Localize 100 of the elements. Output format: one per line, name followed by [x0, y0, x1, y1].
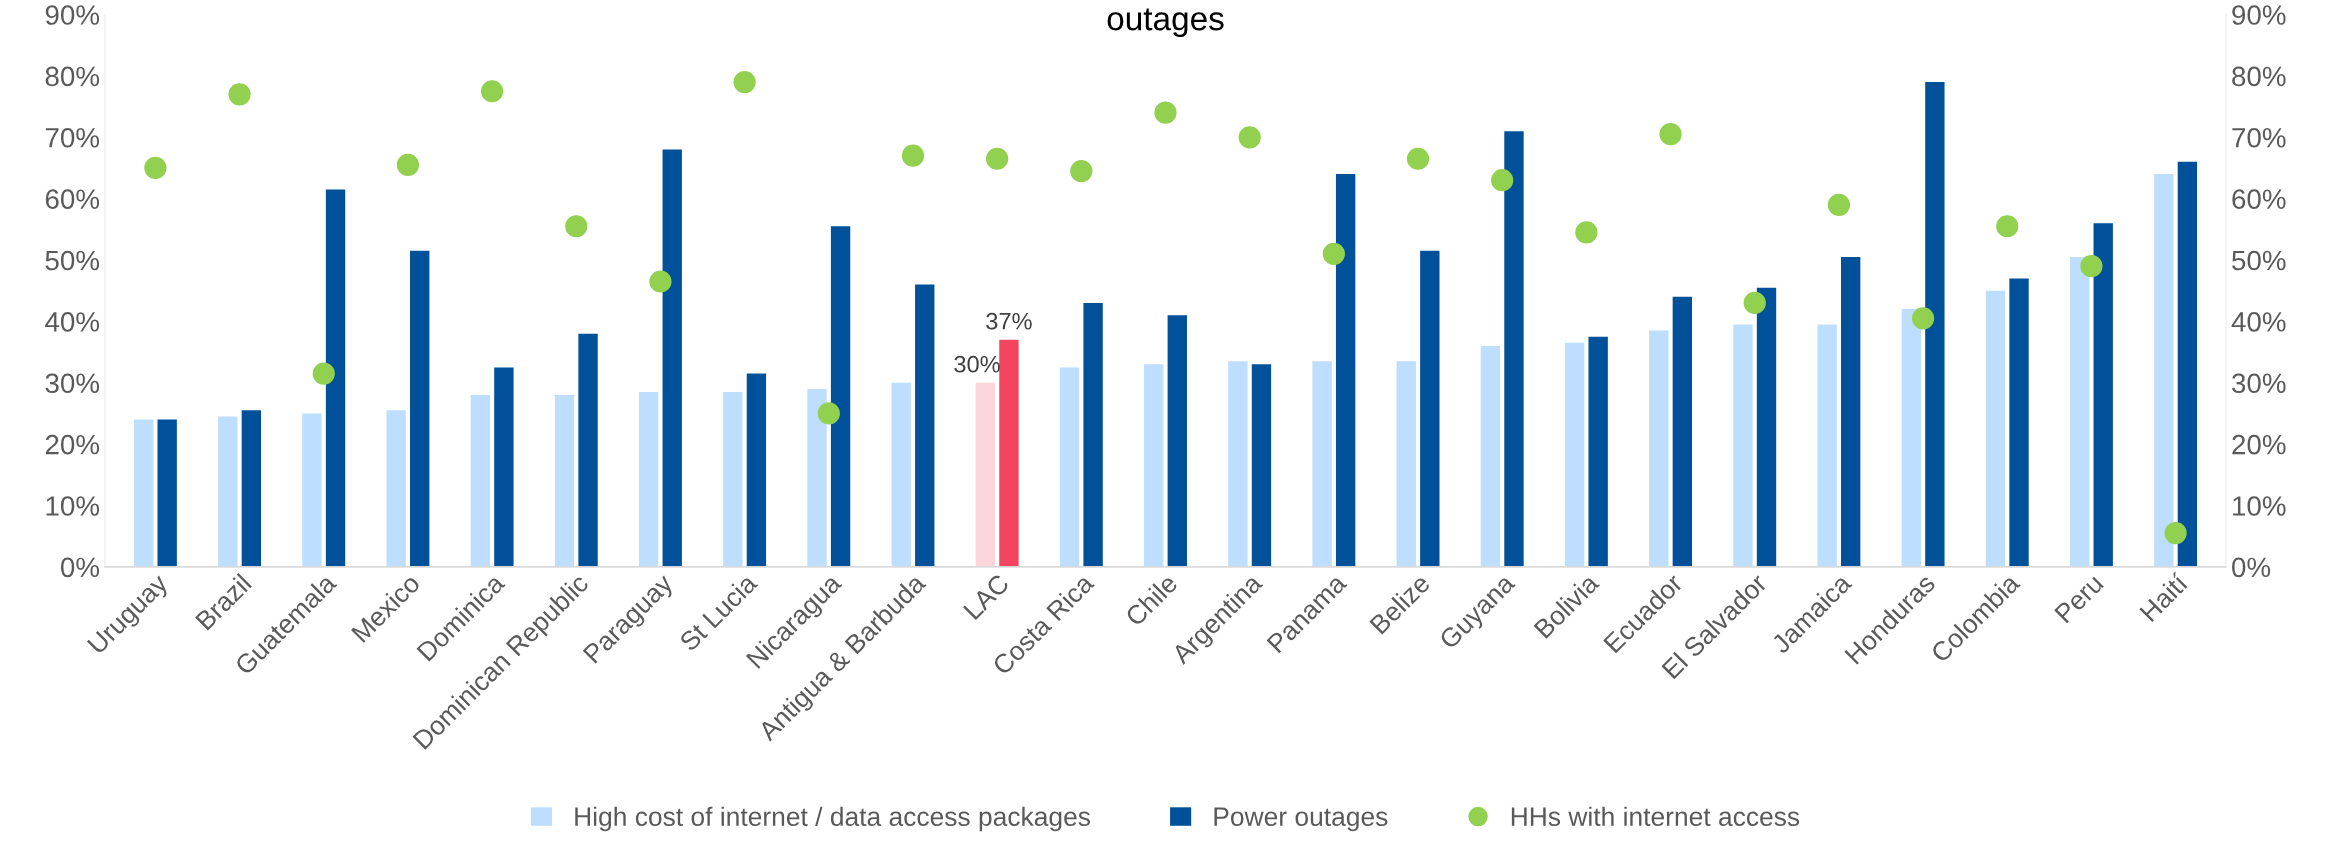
point	[1911, 307, 1935, 330]
y-tick-label: 30%	[45, 373, 100, 394]
data-label: 37%	[986, 312, 1032, 330]
bar	[1228, 361, 1248, 567]
point	[396, 153, 420, 177]
y2-tick-label: 50%	[2232, 250, 2286, 271]
point	[144, 156, 167, 180]
point	[228, 83, 251, 106]
bar	[1504, 131, 1524, 567]
point	[1996, 215, 2019, 238]
y2-tick-label: 90%	[2232, 5, 2286, 25]
y-tick-label: 80%	[45, 66, 100, 87]
bar	[1733, 324, 1753, 567]
y2-tick-label: 10%	[2233, 496, 2286, 516]
bar	[723, 391, 743, 567]
bar	[1059, 367, 1080, 567]
y2-tick-label: 0%	[2232, 557, 2271, 578]
bar	[494, 367, 514, 567]
bar	[1985, 290, 2006, 567]
bar	[2009, 278, 2029, 567]
y2-tick-label: 70%	[2232, 127, 2286, 148]
point	[1575, 221, 1598, 244]
chart-title: outages	[1107, 8, 1224, 38]
point	[901, 144, 925, 167]
bar	[1841, 256, 1861, 567]
point	[1659, 123, 1682, 146]
legend-label: HHs with internet access	[1511, 806, 1800, 827]
y2-tick-label: 80%	[2232, 66, 2286, 87]
bar	[1588, 336, 1608, 567]
bar	[1672, 296, 1693, 567]
y-tick-label: 10%	[46, 496, 100, 516]
bar	[554, 395, 575, 567]
y2-tick-label: 60%	[2232, 189, 2286, 209]
bar	[2093, 223, 2113, 567]
point	[1322, 242, 1345, 265]
bar	[218, 416, 238, 567]
bar	[1901, 309, 1921, 567]
bar	[302, 413, 322, 567]
point	[1743, 291, 1766, 315]
bar	[1083, 302, 1103, 567]
bar	[915, 284, 935, 567]
bar	[470, 395, 490, 567]
bar	[1335, 174, 1356, 567]
bar	[2177, 161, 2198, 567]
point	[1491, 169, 1514, 192]
bar	[1144, 364, 1164, 567]
point	[1154, 101, 1177, 124]
point	[480, 80, 504, 103]
bar	[133, 419, 154, 567]
y-tick-label: 40%	[45, 312, 100, 332]
y-tick-label: 70%	[45, 127, 100, 148]
bar	[157, 419, 177, 567]
point	[986, 147, 1009, 170]
bar	[807, 388, 827, 567]
y2-tick-label: 20%	[2232, 434, 2286, 455]
bar	[975, 382, 996, 567]
bar	[638, 391, 659, 567]
bar	[410, 250, 430, 567]
bar	[1420, 250, 1440, 567]
bar	[1396, 361, 1416, 567]
legend-label: High cost of internet / data access packages	[575, 806, 1090, 832]
bar	[386, 410, 406, 567]
y2-tick-label: 40%	[2231, 312, 2286, 332]
bar	[1649, 330, 1669, 567]
y-tick-label: 60%	[45, 189, 100, 209]
bar	[1564, 342, 1585, 567]
bar	[2154, 174, 2174, 567]
bar	[1251, 364, 1272, 567]
point	[649, 270, 672, 293]
point	[817, 402, 840, 425]
bar	[578, 333, 598, 567]
bar	[2069, 256, 2090, 567]
bar	[662, 149, 682, 567]
point	[312, 362, 335, 385]
bar	[999, 339, 1019, 567]
point	[565, 215, 588, 238]
point	[1070, 159, 1093, 183]
bar	[241, 410, 262, 567]
y-tick-label: 0%	[60, 557, 100, 578]
y-tick-label: 50%	[45, 250, 100, 271]
bar	[1925, 82, 1945, 567]
bar	[1312, 361, 1332, 567]
point	[2080, 255, 2103, 278]
point	[2164, 521, 2187, 545]
y-tick-label: 90%	[45, 5, 100, 25]
bar	[1756, 287, 1777, 567]
bar	[325, 189, 346, 567]
bar	[1817, 324, 1837, 567]
bar	[1167, 315, 1187, 567]
bar	[1480, 345, 1501, 567]
point	[1827, 193, 1851, 216]
point	[1406, 147, 1430, 170]
legend-label: Power outages	[1214, 807, 1388, 832]
bar	[891, 382, 911, 567]
y2-tick-label: 30%	[2232, 373, 2286, 394]
point	[733, 70, 756, 94]
point	[1238, 126, 1261, 149]
bar	[746, 373, 767, 567]
y-tick-label: 20%	[45, 434, 100, 455]
bar	[830, 226, 851, 567]
